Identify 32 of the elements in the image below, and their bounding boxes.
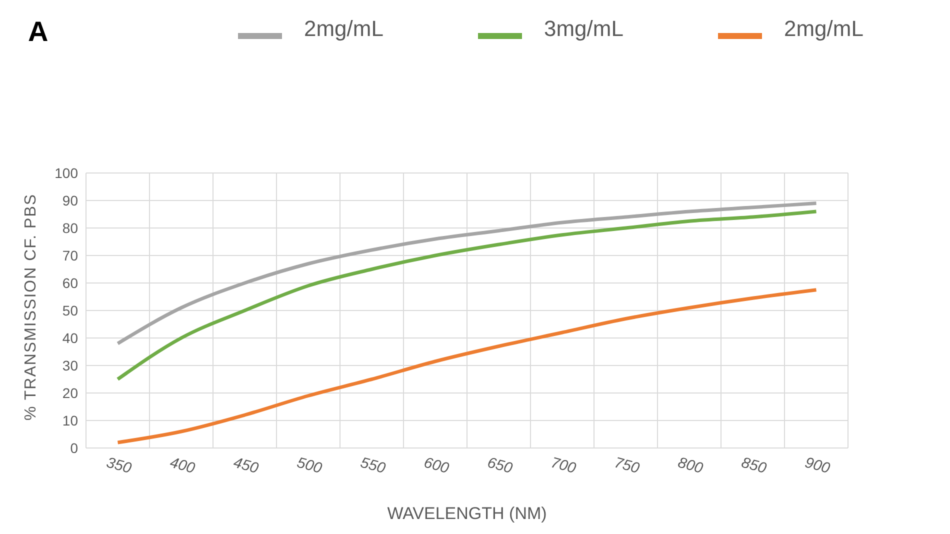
- x-tick-label: 550: [358, 454, 388, 478]
- y-axis-title: % TRANSMISSION CF. PBS: [22, 193, 40, 420]
- x-tick-label: 500: [295, 454, 324, 478]
- line-series: [116, 288, 818, 444]
- y-tick-label: 30: [62, 357, 78, 374]
- y-tick-label: 60: [62, 274, 78, 291]
- y-tick-label: 50: [62, 302, 78, 318]
- x-axis-title: WAVELENGTH (NM): [386, 504, 548, 524]
- y-tick-label: 90: [62, 192, 78, 208]
- y-tick-label: 40: [62, 330, 78, 346]
- x-tick-label: 800: [676, 454, 706, 478]
- y-tick-label: 100: [54, 164, 78, 181]
- x-tick-label: 450: [232, 454, 261, 478]
- legend-label: 2mg/mL: [784, 16, 864, 42]
- line-series: [116, 202, 818, 346]
- x-tick-label: 900: [803, 454, 832, 478]
- x-tick-label: 700: [549, 454, 578, 478]
- legend-label: 2mg/mL: [304, 16, 384, 42]
- chart-title: A: [28, 16, 48, 48]
- y-tick-label: 80: [62, 220, 78, 236]
- y-tick-label: 20: [62, 384, 78, 401]
- y-tick-label: 70: [62, 247, 78, 264]
- x-tick-label: 350: [104, 454, 134, 478]
- y-tick-label: 10: [62, 412, 78, 428]
- x-tick-label: 400: [168, 454, 198, 478]
- y-tick-label: 0: [70, 440, 78, 456]
- x-tick-label: 850: [740, 454, 769, 478]
- legend-label: 3mg/mL: [544, 16, 624, 42]
- x-tick-label: 650: [486, 454, 515, 478]
- x-tick-label: 600: [422, 454, 452, 478]
- line-series: [116, 210, 818, 381]
- x-tick-label: 750: [612, 454, 642, 478]
